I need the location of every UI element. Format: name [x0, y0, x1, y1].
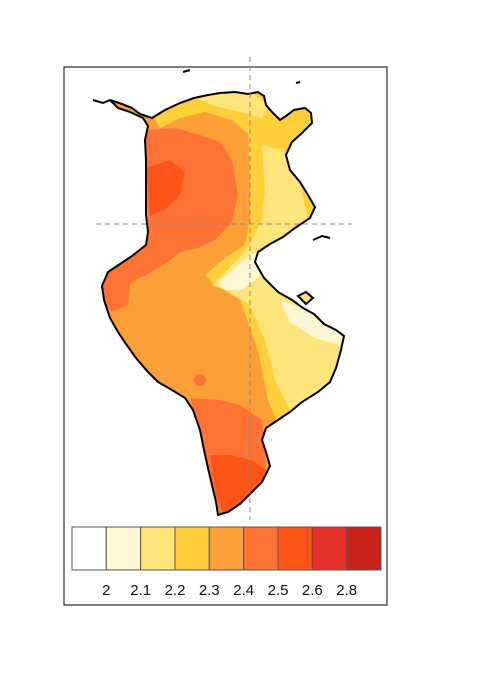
colorbar-swatch	[346, 526, 382, 571]
colorbar-swatch	[208, 526, 245, 571]
colorbar-tick-label: 2.3	[199, 582, 220, 599]
field-2.5-2.6-west	[104, 128, 238, 300]
field-2.1-2.2-southeast	[280, 300, 344, 345]
colorbar-swatch	[311, 526, 348, 571]
field-2.5-2.6-southwest	[102, 272, 130, 312]
island-galite	[182, 69, 191, 73]
colorbar-tick-label: 2	[102, 582, 110, 599]
colorbar-legend: 2 2.1 2.2 2.3 2.4 2.5 2.6 2.8	[71, 526, 382, 599]
coastline-fragment-west	[92, 99, 111, 105]
colorbar-swatch	[174, 526, 210, 571]
field-2.5-2.6-patch	[194, 374, 206, 386]
colorbar-tick-label: 2.1	[130, 582, 151, 599]
colorbar-swatch	[140, 526, 176, 571]
colorbar-tick-label: 2.6	[302, 582, 323, 599]
island-kerkennah	[312, 234, 331, 241]
colorbar-swatch	[277, 526, 313, 571]
island-djerba	[296, 290, 315, 306]
field-2.6-2.8-west	[146, 160, 185, 216]
colorbar-tick-label: 2.4	[233, 582, 254, 599]
colorbar-tick-label: 2.8	[336, 582, 357, 599]
colorbar-tick-label: 2.2	[165, 582, 186, 599]
colorbar-tick-label: 2.5	[268, 582, 289, 599]
island-zembra	[295, 81, 301, 84]
colorbar-swatch	[243, 526, 279, 571]
field-2.6-2.8-south	[210, 455, 266, 515]
colorbar-swatch	[71, 526, 107, 571]
field-2.2-2.3-north	[190, 92, 268, 118]
colorbar-swatch	[105, 526, 142, 571]
